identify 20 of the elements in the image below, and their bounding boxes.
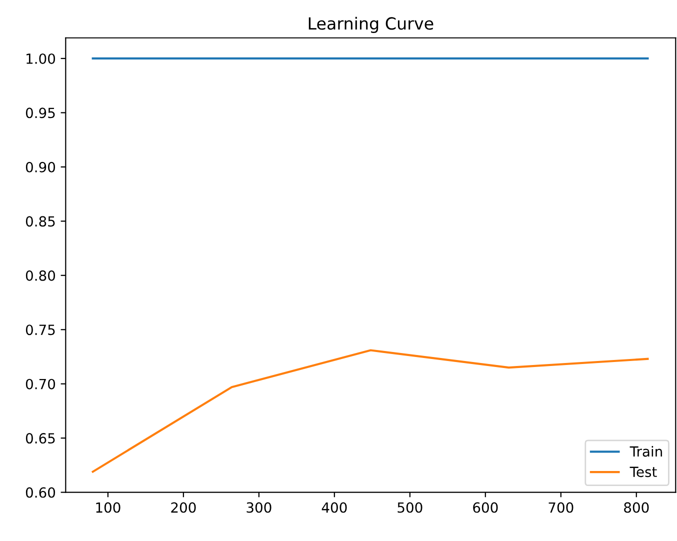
y-tick-label: 1.00 — [26, 53, 56, 64]
x-tick-label: 200 — [171, 502, 196, 513]
y-tick-label: 0.70 — [26, 378, 56, 390]
x-tick-label: 800 — [624, 502, 649, 513]
y-tick-label: 0.60 — [26, 487, 56, 498]
x-tick-label: 700 — [548, 502, 574, 513]
legend-label: Test — [630, 466, 657, 478]
y-tick-label: 0.95 — [26, 108, 55, 118]
y-tick-label: 0.80 — [26, 270, 56, 281]
y-tick-label: 0.65 — [26, 433, 55, 444]
x-tick-label: 500 — [398, 502, 422, 513]
x-tick-label: 400 — [322, 502, 347, 513]
y-tick-label: 0.85 — [26, 216, 55, 227]
y-tick-label: 0.90 — [26, 162, 56, 172]
chart-title: Learning Curve — [308, 16, 434, 34]
legend-label: Train — [630, 446, 662, 457]
x-tick-label: 600 — [473, 502, 498, 513]
x-tick-label: 300 — [246, 502, 272, 513]
y-tick-label: 0.75 — [26, 324, 55, 336]
x-tick-label: 100 — [96, 502, 120, 513]
